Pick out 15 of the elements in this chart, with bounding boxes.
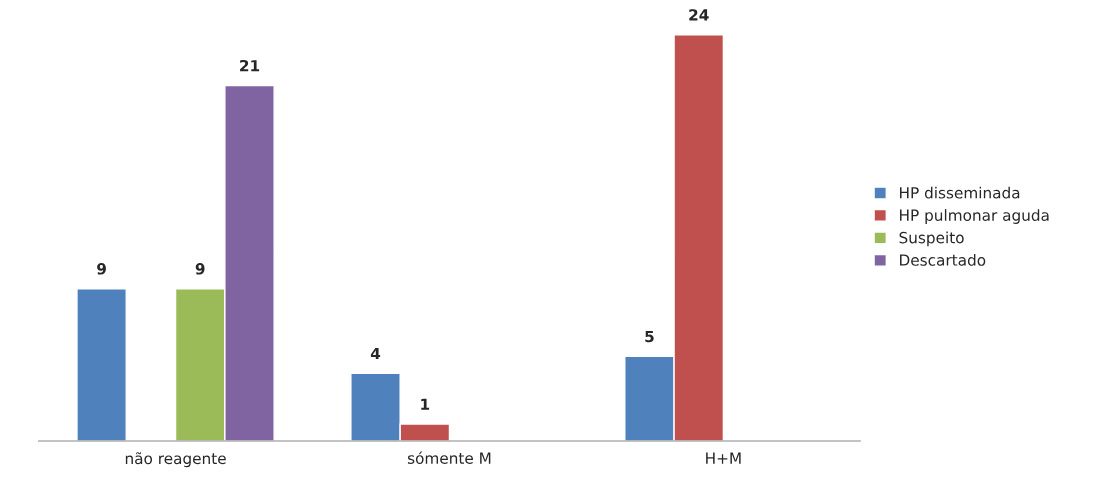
x-tick-label: sómente M <box>407 451 491 464</box>
data-label: 4 <box>370 347 381 360</box>
data-label: 1 <box>421 398 430 410</box>
legend-label: Suspeito <box>899 231 964 247</box>
legend-label: Descartado <box>900 253 986 266</box>
data-label: 21 <box>240 59 260 72</box>
data-label: 5 <box>645 330 654 343</box>
legend-label: HP disseminada <box>900 186 1020 199</box>
legend-label: HP pulmonar aguda <box>900 209 1049 224</box>
data-label: 9 <box>97 263 106 275</box>
x-tick-label: não reagente <box>125 452 226 468</box>
x-tick-label: H+M <box>706 452 741 464</box>
data-label: 24 <box>689 9 709 21</box>
data-label: 9 <box>195 263 205 275</box>
bar <box>76 287 127 442</box>
